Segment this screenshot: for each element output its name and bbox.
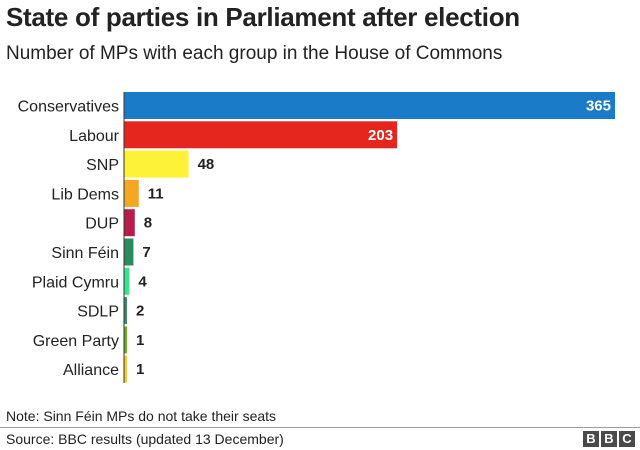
bar-alliance <box>124 355 127 383</box>
value-label: 2 <box>136 303 144 320</box>
bar-dup <box>124 209 135 237</box>
value-label: 1 <box>136 361 144 378</box>
chart-title: State of parties in Parliament after ele… <box>6 2 520 32</box>
source-text: Source: BBC results (updated 13 December… <box>6 431 284 447</box>
category-label: Labour <box>69 128 119 145</box>
bar-sdlp <box>124 297 127 325</box>
value-label: 7 <box>142 244 150 261</box>
category-label: Green Party <box>33 333 119 350</box>
value-label: 365 <box>586 98 611 115</box>
category-label: SDLP <box>77 304 119 321</box>
bar-lib-dems <box>124 179 139 207</box>
value-label: 1 <box>136 332 144 349</box>
bar-sinn-f-in <box>124 238 134 266</box>
category-label: SNP <box>86 157 119 174</box>
chart-subtitle: Number of MPs with each group in the Hou… <box>6 43 503 64</box>
bbc-logo-letter: C <box>619 431 635 447</box>
value-label: 11 <box>148 185 164 202</box>
category-label: Lib Dems <box>51 186 119 203</box>
bbc-logo: B B C <box>583 431 635 447</box>
bar-conservatives <box>124 92 615 119</box>
category-label: Conservatives <box>18 99 119 116</box>
value-label: 48 <box>198 156 215 173</box>
bar-labour <box>124 121 398 149</box>
bbc-logo-letter: B <box>601 431 617 447</box>
bar-plaid-cymru <box>124 267 130 295</box>
category-label: Sinn Féin <box>51 245 119 262</box>
bar-snp <box>124 150 189 178</box>
category-label: Plaid Cymru <box>32 274 119 291</box>
bbc-logo-letter: B <box>583 431 599 447</box>
value-label: 4 <box>138 273 147 290</box>
chart-note: Note: Sinn Féin MPs do not take their se… <box>6 408 277 424</box>
value-label: 8 <box>144 215 152 232</box>
category-label: Alliance <box>63 362 119 379</box>
bar-green-party <box>124 326 127 354</box>
category-label: DUP <box>85 216 119 233</box>
footer-divider <box>0 427 640 428</box>
value-label: 203 <box>368 127 393 144</box>
